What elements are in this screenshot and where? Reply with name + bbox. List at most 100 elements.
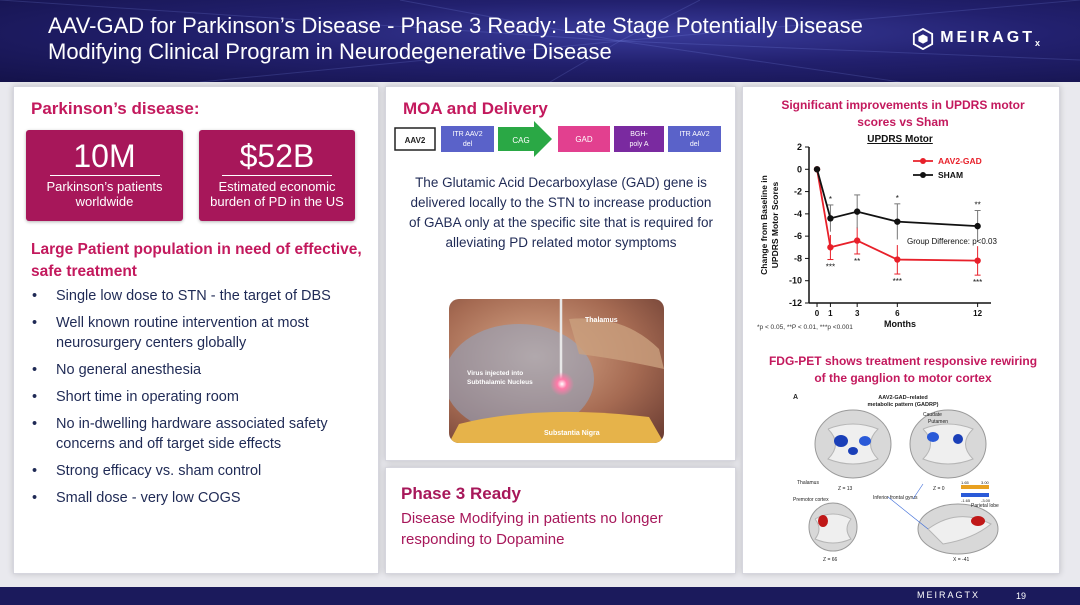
construct-cag-arrow bbox=[498, 121, 552, 157]
x-tick-label: 1 bbox=[828, 309, 833, 318]
chart-title: UPDRS Motor bbox=[867, 134, 933, 145]
list-item: Short time in operating room bbox=[29, 387, 374, 407]
construct-bgh-box bbox=[614, 126, 664, 152]
x-tick-label: 3 bbox=[855, 309, 860, 318]
parkinsons-heading: Parkinson’s disease: bbox=[31, 99, 200, 118]
y-tick-label: -12 bbox=[789, 298, 802, 308]
pet-label-caudate: Caudate bbox=[923, 412, 942, 418]
page-number: 19 bbox=[1015, 591, 1026, 601]
header-background bbox=[0, 0, 1080, 82]
list-item: No general anesthesia bbox=[29, 360, 374, 380]
stat-patients: 10M Parkinson’s patients worldwide bbox=[26, 130, 183, 221]
y-tick-label: -8 bbox=[794, 253, 802, 263]
construct-itr-right bbox=[668, 126, 721, 152]
moa-panel: MOA and Delivery AAV2 ITR AAV2 del CAG G… bbox=[385, 86, 736, 461]
benefits-list: Single low dose to STN - the target of D… bbox=[29, 286, 374, 515]
pet-label-thalamus: Thalamus bbox=[797, 480, 819, 486]
data-point bbox=[827, 215, 834, 222]
x-tick-label: 0 bbox=[815, 309, 820, 318]
phase3-heading: Phase 3 Ready bbox=[401, 484, 522, 503]
data-point bbox=[853, 208, 861, 215]
pet-scale-2: -1.65 bbox=[961, 498, 971, 503]
list-item: Small dose - very low COGS bbox=[29, 488, 374, 508]
brain-label-injection-1: Virus injected into bbox=[467, 370, 523, 377]
significance-label: ** bbox=[854, 257, 860, 266]
significance-label: *** bbox=[893, 277, 902, 286]
x-tick-label: 6 bbox=[895, 309, 900, 318]
company-logo: MEIRAGTx bbox=[912, 28, 1040, 50]
construct-gad-box bbox=[558, 126, 610, 152]
y-tick-label: 0 bbox=[797, 164, 802, 174]
data-point bbox=[894, 218, 901, 225]
pet-label-parietal: Parietal lobe bbox=[971, 503, 999, 509]
pet-scale-1: 3.00 bbox=[981, 480, 990, 485]
y-tick-label: -6 bbox=[794, 231, 802, 241]
significance-label: * bbox=[829, 195, 832, 204]
moa-description: The Glutamic Acid Decarboxylase (GAD) ge… bbox=[409, 175, 713, 250]
pet-title-1: AAV2-GAD–related bbox=[878, 395, 927, 401]
construct-label-2: CAG bbox=[512, 136, 529, 145]
significance-label: ** bbox=[975, 201, 981, 210]
stat-patients-label: Parkinson’s patients worldwide bbox=[46, 179, 163, 209]
construct-label-0: AAV2 bbox=[405, 136, 426, 145]
significance-label: *** bbox=[973, 278, 982, 287]
pet-label-z0: Z = 0 bbox=[933, 486, 945, 492]
data-point bbox=[827, 244, 834, 251]
list-item: No in-dwelling hardware associated safet… bbox=[29, 414, 374, 454]
data-point bbox=[853, 237, 861, 244]
pet-label-ifg: Inferior frontal gyrus bbox=[873, 495, 918, 501]
stat-patients-value: 10M bbox=[73, 138, 136, 174]
fdg-pet-heading: FDG-PET shows treatment responsive rewir… bbox=[768, 354, 1038, 385]
legend-marker bbox=[920, 158, 926, 164]
list-item: Strong efficacy vs. sham control bbox=[29, 461, 374, 481]
group-difference-annotation: Group Difference: p<0.03 bbox=[907, 237, 997, 246]
construct-label-1a: ITR AAV2 bbox=[452, 131, 482, 138]
x-tick-label: 12 bbox=[973, 309, 982, 318]
slide-title: AAV-GAD for Parkinson’s Disease - Phase … bbox=[48, 13, 863, 64]
logo-subscript: x bbox=[1034, 38, 1040, 49]
legend-marker bbox=[920, 172, 926, 178]
list-item: Well known routine intervention at most … bbox=[29, 313, 374, 353]
construct-label-4b: poly A bbox=[629, 141, 648, 148]
data-point bbox=[974, 257, 981, 264]
patient-population-heading: Large Patient population in need of effe… bbox=[31, 241, 362, 280]
gene-construct-diagram: AAV2 ITR AAV2 del CAG GAD BGH- poly A IT… bbox=[394, 121, 721, 157]
logo-text: MEIRAGT bbox=[940, 29, 1035, 47]
brain-label-injection-2: Subthalamic Nucleus bbox=[467, 379, 533, 386]
y-tick-label: -2 bbox=[794, 187, 802, 197]
significance-label: *** bbox=[826, 263, 835, 272]
y-axis-label: Change from Baseline inUPDRS Motor Score… bbox=[759, 175, 780, 275]
slide-header: AAV-GAD for Parkinson’s Disease - Phase … bbox=[0, 0, 1080, 82]
x-axis-label: Months bbox=[884, 319, 916, 329]
stat-burden: $52B Estimated economic burden of PD in … bbox=[199, 130, 355, 221]
stat-burden-value: $52B bbox=[239, 138, 315, 174]
phase3-panel: Phase 3 Ready Disease Modifying in patie… bbox=[385, 467, 736, 574]
pet-label-x41: X = -41 bbox=[953, 557, 969, 563]
pet-label-z13: Z = 13 bbox=[838, 486, 853, 492]
stat-burden-label: Estimated economic burden of PD in the U… bbox=[210, 179, 344, 209]
construct-label-4a: BGH- bbox=[630, 131, 648, 138]
construct-label-5a: ITR AAV2 bbox=[679, 131, 709, 138]
pet-title-2: metabolic pattern (GADRP) bbox=[868, 402, 939, 408]
y-tick-label: -10 bbox=[789, 276, 802, 286]
hexagon-logo-icon bbox=[913, 28, 934, 50]
construct-itr-left bbox=[441, 126, 494, 152]
brain-label-substantia-nigra: Substantia Nigra bbox=[544, 430, 600, 437]
construct-aav2-box bbox=[394, 127, 436, 151]
parkinsons-panel: Parkinson’s disease: 10M Parkinson’s pat… bbox=[13, 86, 379, 574]
list-item: Single low dose to STN - the target of D… bbox=[29, 286, 374, 306]
chart-footnote: *p < 0.05, **P < 0.01, ***p <0.001 bbox=[757, 324, 853, 331]
legend-label: AAV2-GAD bbox=[938, 156, 982, 166]
phase3-description: Disease Modifying in patients no longer … bbox=[401, 510, 663, 548]
construct-label-5b: del bbox=[690, 141, 700, 148]
brain-injection-image: Thalamus Virus injected into Subthalamic… bbox=[449, 299, 664, 443]
legend-label: SHAM bbox=[938, 170, 963, 180]
pet-label-z66: Z = 66 bbox=[823, 557, 838, 563]
construct-label-1b: del bbox=[463, 141, 473, 148]
y-tick-label: -4 bbox=[794, 209, 802, 219]
data-point bbox=[974, 222, 981, 230]
pet-scale-3: -3.00 bbox=[981, 498, 991, 503]
results-panel: Significant improvements in UPDRS motor … bbox=[742, 86, 1060, 574]
significance-label: * bbox=[896, 194, 899, 203]
